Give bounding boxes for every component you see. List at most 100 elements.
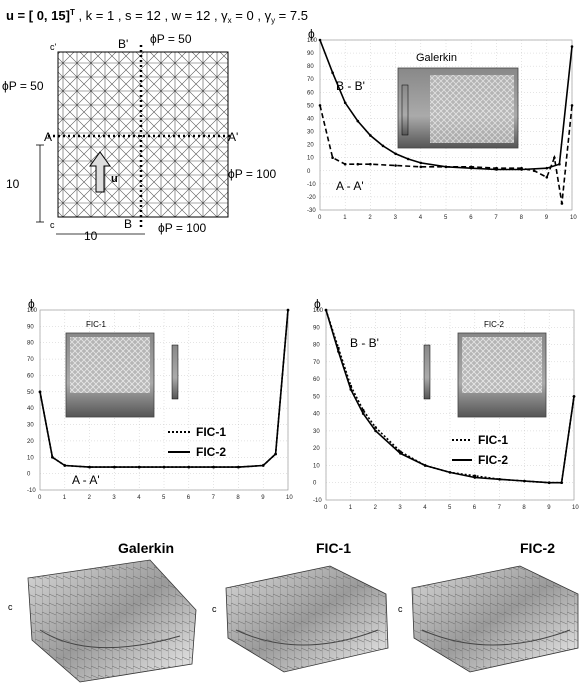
phi-right-label: ϕP = 100 xyxy=(228,167,277,181)
data-point xyxy=(473,476,477,479)
data-point xyxy=(361,412,365,415)
inset-galerkin: Galerkin xyxy=(397,52,519,149)
data-point xyxy=(381,144,385,148)
data-point xyxy=(237,465,240,469)
label-bb-galerkin: B - B' xyxy=(336,79,365,93)
data-point xyxy=(137,465,141,469)
x-tick-label: 0 xyxy=(324,505,328,511)
y-tick-label: -10 xyxy=(27,488,36,494)
surface-galerkin: Galerkin c xyxy=(8,540,197,683)
data-point xyxy=(343,162,347,166)
x-tick-label: 6 xyxy=(473,505,477,511)
data-point xyxy=(520,166,523,170)
inset-fic2: FIC-2 xyxy=(423,320,547,418)
mesh-square xyxy=(57,51,229,218)
x-tick-label: 4 xyxy=(419,215,423,221)
label-a: A xyxy=(44,130,52,144)
surface-title-galerkin: Galerkin xyxy=(118,540,174,556)
x-tick-label: 4 xyxy=(423,505,427,511)
y-tick-label: 0 xyxy=(307,169,311,175)
label-b: B xyxy=(124,217,132,231)
mesh-panel: u 10 10 c' c B' B A A' ϕP = 50 ϕP = 50 ϕ… xyxy=(2,32,277,243)
data-point xyxy=(545,176,549,179)
data-point xyxy=(553,156,556,159)
y-tick-label: 10 xyxy=(307,156,314,162)
y-tick-label: 60 xyxy=(307,90,314,96)
data-point xyxy=(369,162,372,166)
inset-fic1: FIC-1 xyxy=(65,320,179,418)
y-tick-label: 80 xyxy=(307,64,314,70)
x-tick-label: 8 xyxy=(520,215,524,221)
legend-fic2-plot: FIC-1 FIC-2 xyxy=(452,433,508,467)
data-point xyxy=(331,71,334,74)
phi-top-label: ϕP = 50 xyxy=(150,32,192,46)
data-point xyxy=(498,477,501,481)
data-point xyxy=(274,452,277,456)
y-tick-label: -10 xyxy=(307,182,316,188)
data-point xyxy=(187,465,191,469)
series-line-fic2-1 xyxy=(325,309,575,484)
x-tick-label: 1 xyxy=(63,495,67,501)
x-tick-label: 2 xyxy=(88,495,92,501)
y-tick-label: 40 xyxy=(307,116,314,122)
y-tick-label: 20 xyxy=(27,439,34,445)
x-tick-label: 1 xyxy=(343,215,347,221)
data-point xyxy=(448,471,452,474)
data-point xyxy=(38,390,42,394)
x-tick-label: 8 xyxy=(236,495,240,501)
data-point xyxy=(419,165,423,169)
y-tick-label: 90 xyxy=(27,324,34,330)
data-point xyxy=(570,104,574,107)
y-axis-symbol: ϕ xyxy=(314,297,321,311)
u-arrow-label: u xyxy=(111,173,118,185)
y-tick-label: 90 xyxy=(307,51,314,57)
y-axis-symbol: ϕ xyxy=(28,297,35,311)
velocity-arrow xyxy=(89,151,111,193)
data-point xyxy=(261,464,265,467)
y-tick-label: 70 xyxy=(27,357,34,363)
surface-c-label-galerkin: c xyxy=(8,602,13,612)
legend-fic2-label-b: FIC-2 xyxy=(478,453,508,467)
data-point xyxy=(419,161,423,165)
corner-c-bottom: c xyxy=(50,220,55,230)
data-point xyxy=(212,465,215,469)
y-tick-label: 40 xyxy=(27,406,34,412)
data-point xyxy=(560,202,564,205)
y-tick-label: 20 xyxy=(313,446,320,452)
x-tick-label: 10 xyxy=(570,215,577,221)
x-tick-label: 9 xyxy=(545,215,549,221)
legend-fic1-plot: FIC-1 FIC-2 xyxy=(168,425,226,459)
x-tick-label: 8 xyxy=(522,505,526,511)
data-point xyxy=(356,119,360,123)
y-axis-symbol: ϕ xyxy=(308,27,315,41)
x-tick-label: 7 xyxy=(498,505,502,511)
data-point xyxy=(318,104,322,107)
data-point xyxy=(88,465,91,469)
data-point xyxy=(343,101,347,105)
x-tick-label: 7 xyxy=(494,215,498,221)
y-tick-label: 0 xyxy=(313,481,317,487)
phi-left-label: ϕP = 50 xyxy=(2,79,44,93)
data-point xyxy=(113,465,116,469)
data-point xyxy=(374,426,377,429)
x-tick-label: 4 xyxy=(137,495,141,501)
x-tick-label: 0 xyxy=(38,495,42,501)
header-equation: u = [ 0, 15]T , k = 1 , s = 12 , w = 12 … xyxy=(6,8,308,25)
label-a-prime: A' xyxy=(228,130,238,144)
data-point xyxy=(558,162,561,166)
data-point xyxy=(399,452,402,455)
y-tick-label: 80 xyxy=(27,341,34,347)
data-point xyxy=(374,429,377,433)
x-tick-label: 6 xyxy=(187,495,191,501)
data-point xyxy=(423,464,427,467)
label-b-prime: B' xyxy=(118,37,128,51)
y-tick-label: 100 xyxy=(307,38,318,44)
data-point xyxy=(495,166,498,170)
inset-title-fic2: FIC-2 xyxy=(484,320,505,329)
x-tick-label: 3 xyxy=(394,215,398,221)
y-tick-label: 30 xyxy=(307,130,314,136)
x-tick-label: 3 xyxy=(112,495,116,501)
surface-fic2: FIC-2 c xyxy=(398,540,579,673)
